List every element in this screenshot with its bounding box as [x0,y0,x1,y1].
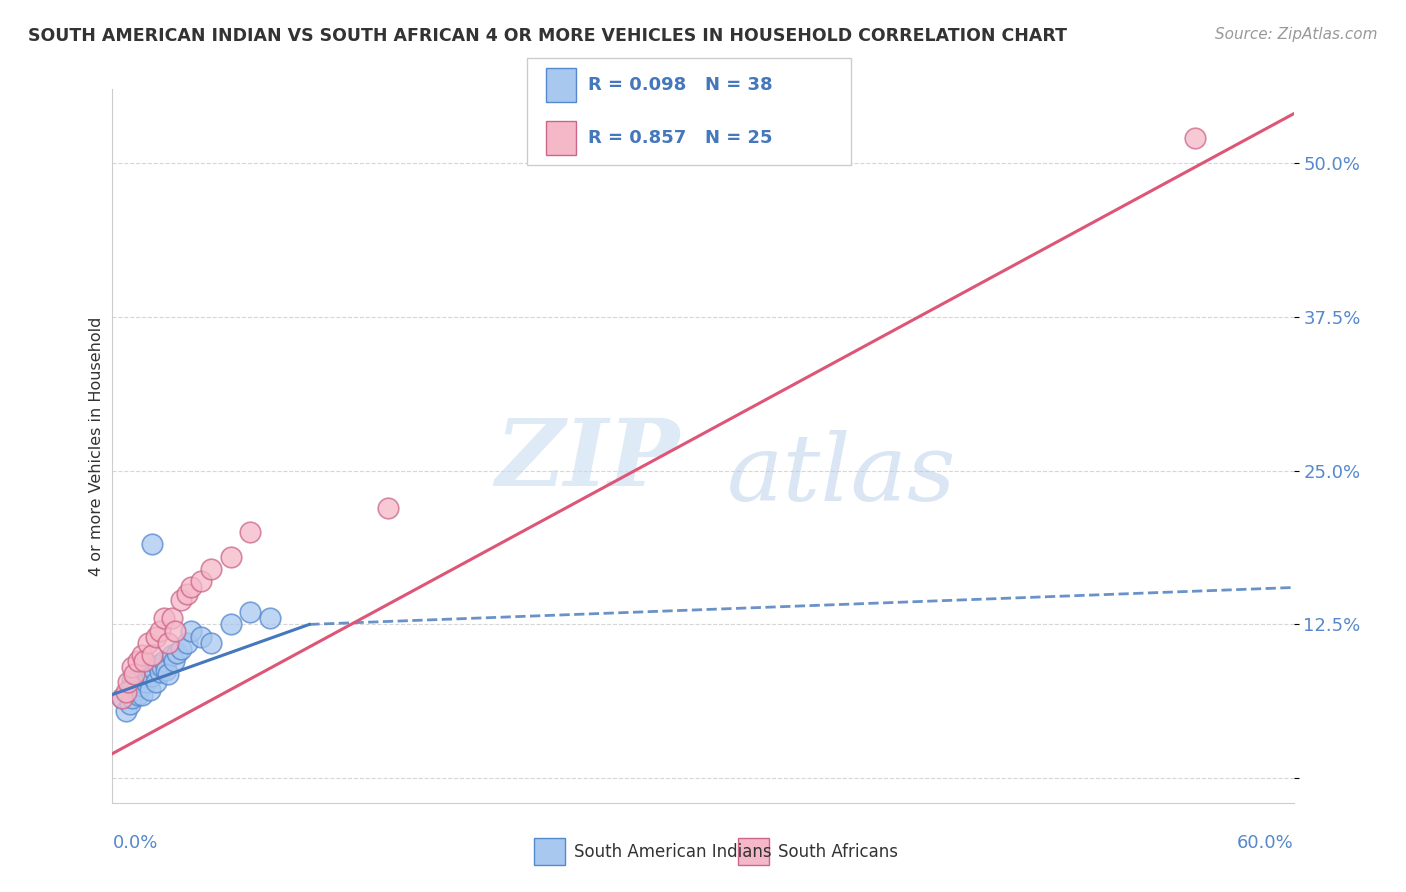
Point [170,592,193,607]
Point [129,675,152,690]
Point [111,691,134,706]
Point [160,611,183,625]
Point [200,562,222,576]
Point [131,648,153,662]
Point [121,673,143,687]
Point [162,654,184,668]
Point [170,642,193,657]
Point [141,669,163,683]
Point [121,691,143,706]
Point [131,679,153,693]
Point [142,663,165,677]
Point [150,660,173,674]
Point [125,682,148,697]
Point [219,617,242,632]
Point [180,624,202,638]
Text: South American Indians: South American Indians [574,843,772,861]
Point [139,682,162,697]
Point [377,500,399,515]
Point [160,648,183,662]
Point [239,525,262,540]
Point [132,670,155,684]
Point [155,663,177,677]
Point [141,648,163,662]
Point [152,611,174,625]
Text: 0.0%: 0.0% [112,834,157,852]
Point [156,666,179,681]
Point [176,587,198,601]
Point [135,675,157,690]
Point [180,581,202,595]
Point [122,666,145,681]
Point [111,691,134,706]
Point [136,636,159,650]
Point [190,630,212,644]
Point [127,654,149,668]
Point [141,660,163,674]
Point [200,636,222,650]
Point [176,636,198,650]
Point [1184,131,1206,145]
Point [117,685,139,699]
Point [115,685,138,699]
Point [149,624,172,638]
Point [165,624,187,638]
Point [152,654,174,668]
Text: 60.0%: 60.0% [1237,834,1294,852]
Point [121,660,143,674]
Text: atlas: atlas [727,430,956,519]
Point [146,658,169,673]
Point [136,666,159,681]
Text: R = 0.857   N = 25: R = 0.857 N = 25 [588,129,772,147]
Text: ZIP: ZIP [495,416,679,505]
Point [259,611,281,625]
Point [115,704,138,718]
Point [145,630,167,644]
Point [166,646,188,660]
Text: R = 0.098   N = 38: R = 0.098 N = 38 [588,76,772,94]
Point [117,675,139,690]
Y-axis label: 4 or more Vehicles in Household: 4 or more Vehicles in Household [89,317,104,575]
Point [131,688,153,702]
Point [120,698,142,712]
Text: Source: ZipAtlas.com: Source: ZipAtlas.com [1215,27,1378,42]
Text: SOUTH AMERICAN INDIAN VS SOUTH AFRICAN 4 OR MORE VEHICLES IN HOUSEHOLD CORRELATI: SOUTH AMERICAN INDIAN VS SOUTH AFRICAN 4… [28,27,1067,45]
Point [239,605,262,619]
Point [145,675,167,690]
Point [141,537,163,551]
Point [127,688,149,702]
Point [156,636,179,650]
Point [132,654,155,668]
Point [219,549,242,564]
Text: South Africans: South Africans [778,843,897,861]
Point [190,574,212,589]
Point [149,665,172,680]
Point [121,679,143,693]
